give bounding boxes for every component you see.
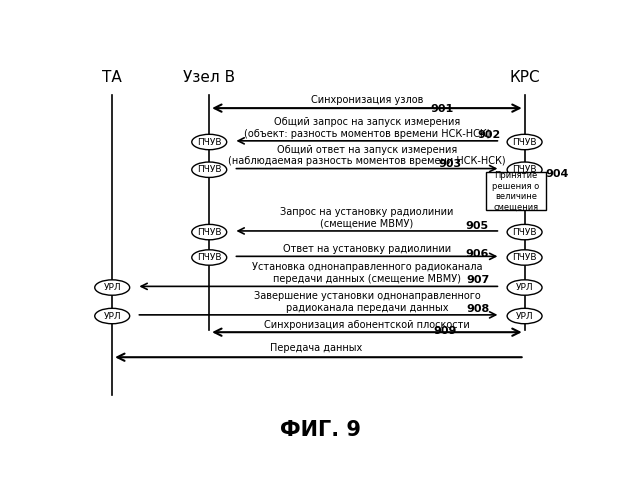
Text: 906: 906: [465, 249, 488, 259]
Text: УРЛ: УРЛ: [103, 312, 121, 320]
Ellipse shape: [192, 162, 227, 178]
Text: Принятие
решения о
величине
смещения: Принятие решения о величине смещения: [493, 171, 540, 211]
Ellipse shape: [507, 280, 542, 295]
Text: КРС: КРС: [510, 70, 540, 85]
Text: 907: 907: [466, 275, 490, 285]
Ellipse shape: [95, 308, 130, 324]
Text: Ответ на установку радиолинии: Ответ на установку радиолинии: [283, 244, 451, 254]
Ellipse shape: [192, 224, 227, 240]
Text: 908: 908: [466, 304, 490, 314]
Ellipse shape: [507, 162, 542, 178]
Text: Запрос на установку радиолинии
(смещение МВМУ): Запрос на установку радиолинии (смещение…: [280, 207, 454, 229]
Text: ПЧУВ: ПЧУВ: [197, 253, 222, 262]
Text: 905: 905: [465, 221, 488, 231]
Ellipse shape: [507, 134, 542, 150]
Text: ПЧУВ: ПЧУВ: [197, 165, 222, 174]
FancyBboxPatch shape: [486, 172, 546, 210]
Text: Синхронизация абонентской плоскости: Синхронизация абонентской плоскости: [264, 320, 470, 330]
Text: 901: 901: [431, 104, 454, 114]
Text: ПЧУВ: ПЧУВ: [512, 165, 537, 174]
Text: УРЛ: УРЛ: [516, 283, 533, 292]
Ellipse shape: [507, 250, 542, 265]
Text: ПЧУВ: ПЧУВ: [197, 138, 222, 146]
Text: ФИГ. 9: ФИГ. 9: [280, 420, 361, 440]
Text: ТА: ТА: [102, 70, 122, 85]
Text: УРЛ: УРЛ: [103, 283, 121, 292]
Ellipse shape: [507, 224, 542, 240]
Text: УРЛ: УРЛ: [516, 312, 533, 320]
Text: 909: 909: [434, 326, 457, 336]
Ellipse shape: [95, 280, 130, 295]
Text: ПЧУВ: ПЧУВ: [197, 228, 222, 236]
Text: Завершение установки однонаправленного
радиоканала передачи данных: Завершение установки однонаправленного р…: [254, 291, 480, 312]
Text: Установка однонаправленного радиоканала
передачи данных (смещение МВМУ): Установка однонаправленного радиоканала …: [252, 262, 482, 284]
Text: Синхронизация узлов: Синхронизация узлов: [310, 96, 423, 106]
Text: Общий ответ на запуск измерения
(наблюдаемая разность моментов времени НСК-НСК): Общий ответ на запуск измерения (наблюда…: [228, 144, 506, 167]
Ellipse shape: [507, 308, 542, 324]
Text: ПЧУВ: ПЧУВ: [512, 228, 537, 236]
Text: Узел В: Узел В: [183, 70, 235, 85]
Text: ПЧУВ: ПЧУВ: [512, 138, 537, 146]
Ellipse shape: [192, 250, 227, 265]
Ellipse shape: [192, 134, 227, 150]
Text: 902: 902: [477, 130, 500, 140]
Text: Общий запрос на запуск измерения
(объект: разность моментов времени НСК-НСК): Общий запрос на запуск измерения (объект…: [244, 117, 490, 138]
Text: 903: 903: [438, 158, 461, 168]
Text: Передача данных: Передача данных: [270, 344, 362, 353]
Text: ПЧУВ: ПЧУВ: [512, 253, 537, 262]
Text: 904: 904: [545, 170, 569, 179]
